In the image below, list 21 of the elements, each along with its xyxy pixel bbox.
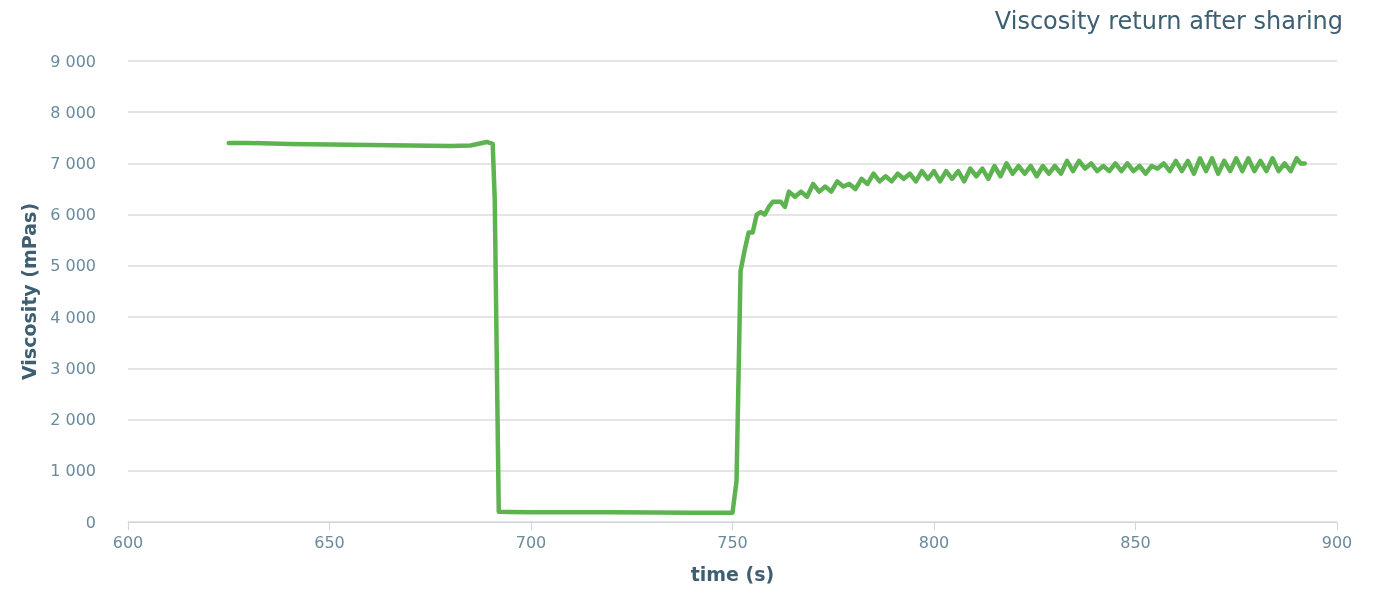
x-tick-label: 750 — [717, 532, 748, 552]
y-tick-label: 8 000 — [50, 102, 96, 122]
y-axis-title: Viscosity (mPas) — [17, 202, 40, 381]
y-tick-label: 5 000 — [50, 256, 96, 276]
y-tick-label: 0 — [85, 512, 96, 532]
x-axis-title: time (s) — [690, 562, 775, 585]
y-tick-label: 4 000 — [50, 307, 96, 327]
y-tick-label: 6 000 — [50, 205, 96, 225]
x-tick-label: 850 — [1120, 532, 1151, 552]
y-tick-label: 1 000 — [50, 461, 96, 481]
y-tick-label: 7 000 — [50, 153, 96, 173]
x-tick-label: 650 — [314, 532, 345, 552]
x-tick-label: 600 — [112, 532, 144, 552]
chart-title: Viscosity return after sharing — [994, 7, 1344, 35]
x-tick-label: 900 — [1321, 532, 1353, 552]
y-tick-label: 2 000 — [50, 410, 96, 430]
line-series — [226, 139, 1308, 516]
x-tick-label: 700 — [515, 532, 547, 552]
x-tick-label: 800 — [918, 532, 950, 552]
y-tick-label: 3 000 — [50, 358, 96, 378]
y-tick-label: 9 000 — [50, 51, 96, 71]
